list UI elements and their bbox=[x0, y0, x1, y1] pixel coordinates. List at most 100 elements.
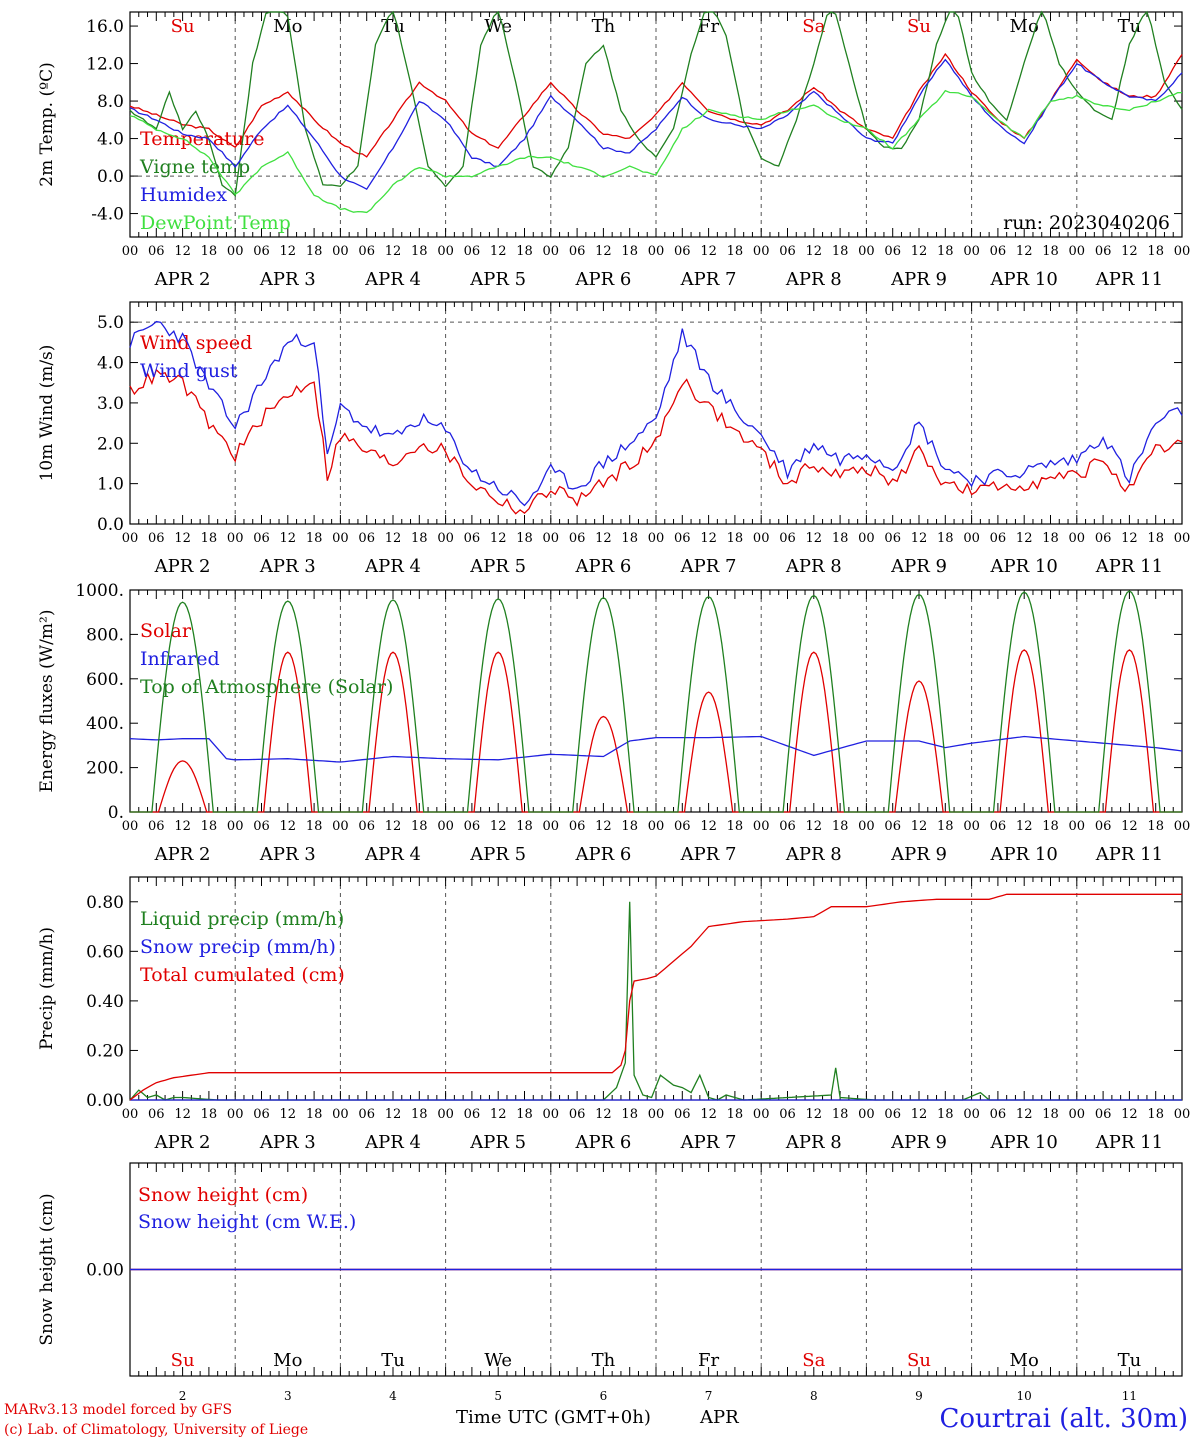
x-hour-label: 06 bbox=[464, 819, 481, 834]
x-hour-label: 06 bbox=[779, 244, 796, 259]
x-date-label: APR 11 bbox=[1095, 844, 1163, 865]
x-hour-label: 00 bbox=[648, 531, 665, 546]
x-hour-label: 00 bbox=[543, 244, 560, 259]
x-hour-label: 12 bbox=[806, 1107, 823, 1122]
x-hour-label: 18 bbox=[937, 531, 954, 546]
x-hour-label: 12 bbox=[174, 531, 191, 546]
x-date-label: APR 2 bbox=[154, 269, 211, 290]
x-date-label: APR 5 bbox=[469, 1132, 526, 1153]
x-hour-label: 00 bbox=[753, 531, 770, 546]
x-hour-label: 06 bbox=[358, 1107, 375, 1122]
y-tick-label: 4.0 bbox=[97, 130, 124, 150]
weekday-label: Mo bbox=[1010, 16, 1039, 37]
x-hour-label: 12 bbox=[1016, 531, 1033, 546]
weekday-label: Th bbox=[592, 16, 616, 37]
x-hour-label: 06 bbox=[148, 531, 165, 546]
x-hour-label: 06 bbox=[253, 531, 270, 546]
x-date-label: APR 8 bbox=[785, 1132, 842, 1153]
x-hour-label: 12 bbox=[595, 244, 612, 259]
x-date-label: APR 5 bbox=[469, 269, 526, 290]
x-hour-label: 06 bbox=[674, 1107, 691, 1122]
x-hour-label: 12 bbox=[174, 1107, 191, 1122]
x-hour-label: 00 bbox=[858, 531, 875, 546]
x-hour-label: 12 bbox=[174, 819, 191, 834]
x-date-label: APR 11 bbox=[1095, 1132, 1163, 1153]
x-hour-label: 00 bbox=[122, 1107, 139, 1122]
x-hour-label: 12 bbox=[385, 531, 402, 546]
x-hour-label: 00 bbox=[122, 244, 139, 259]
weekday-label: Su bbox=[907, 1350, 931, 1371]
y-tick-label: 12.0 bbox=[86, 55, 124, 75]
x-date-label: APR 3 bbox=[259, 556, 316, 577]
meteogram-panels: 16.0 12.0 8.0 4.0 0.0 -4.0 2m Temp. (ºC) 00 06 12… bbox=[37, 10, 1191, 1403]
day-number-label: 4 bbox=[389, 1389, 397, 1403]
y-tick-label: 5.0 bbox=[97, 313, 124, 333]
x-date-label: APR 2 bbox=[154, 1132, 211, 1153]
y-tick-label: 2.0 bbox=[97, 434, 124, 454]
x-date-label: APR 7 bbox=[680, 844, 737, 865]
x-date-label: APR 11 bbox=[1095, 269, 1163, 290]
x-hour-label: 12 bbox=[911, 244, 928, 259]
legend-entry: Snow precip (mm/h) bbox=[140, 936, 336, 958]
day-number-label: 8 bbox=[810, 1389, 818, 1403]
y-tick-label: 0.00 bbox=[86, 1261, 124, 1281]
legend-entry: Solar bbox=[140, 620, 192, 642]
x-date-label: APR 6 bbox=[574, 1132, 631, 1153]
series-line-1 bbox=[130, 649, 1182, 813]
x-hour-label: 00 bbox=[1174, 531, 1191, 546]
x-date-label: APR 9 bbox=[890, 1132, 947, 1153]
x-hour-label: 00 bbox=[543, 531, 560, 546]
x-hour-label: 18 bbox=[411, 819, 428, 834]
y-tick-label: 0.0 bbox=[97, 515, 124, 535]
x-hour-label: 06 bbox=[569, 531, 586, 546]
x-date-label: APR 10 bbox=[990, 269, 1058, 290]
x-hour-label: 18 bbox=[516, 531, 533, 546]
x-hour-label: 12 bbox=[1016, 244, 1033, 259]
x-hour-label: 06 bbox=[569, 819, 586, 834]
x-hour-label: 18 bbox=[727, 1107, 744, 1122]
x-hour-label: 06 bbox=[990, 1107, 1007, 1122]
x-date-label: APR 6 bbox=[574, 556, 631, 577]
legend-entry: Vigne temp bbox=[139, 156, 250, 178]
x-hour-label: 00 bbox=[1069, 819, 1086, 834]
x-hour-label: 18 bbox=[621, 819, 638, 834]
day-number-label: 2 bbox=[179, 1389, 187, 1403]
x-hour-label: 18 bbox=[832, 531, 849, 546]
day-number-label: 11 bbox=[1122, 1389, 1137, 1403]
x-hour-label: 00 bbox=[1174, 1107, 1191, 1122]
x-hour-label: 12 bbox=[385, 1107, 402, 1122]
x-hour-label: 18 bbox=[937, 244, 954, 259]
x-hour-label: 18 bbox=[1147, 244, 1164, 259]
y-tick-label: 8.0 bbox=[97, 92, 124, 112]
x-hour-label: 12 bbox=[806, 531, 823, 546]
x-hour-label: 00 bbox=[227, 819, 244, 834]
x-hour-label: 00 bbox=[332, 531, 349, 546]
x-hour-label: 06 bbox=[674, 244, 691, 259]
x-hour-label: 18 bbox=[832, 819, 849, 834]
x-hour-label: 06 bbox=[1095, 531, 1112, 546]
x-hour-label: 00 bbox=[227, 1107, 244, 1122]
x-hour-label: 00 bbox=[858, 244, 875, 259]
x-hour-label: 00 bbox=[963, 244, 980, 259]
weekday-label: Su bbox=[171, 16, 195, 37]
y-tick-label: 0.0 bbox=[97, 167, 124, 187]
x-hour-label: 06 bbox=[253, 244, 270, 259]
x-hour-label: 00 bbox=[963, 1107, 980, 1122]
x-hour-label: 06 bbox=[253, 1107, 270, 1122]
x-hour-label: 18 bbox=[1147, 531, 1164, 546]
x-hour-label: 06 bbox=[1095, 244, 1112, 259]
legend-entry: Wind gust bbox=[140, 360, 238, 382]
x-hour-label: 00 bbox=[332, 1107, 349, 1122]
x-hour-label: 06 bbox=[1095, 819, 1112, 834]
y-tick-label: 1.0 bbox=[97, 475, 124, 495]
weekday-label: Sa bbox=[802, 1350, 825, 1371]
x-hour-label: 12 bbox=[595, 819, 612, 834]
x-date-label: APR 7 bbox=[680, 269, 737, 290]
x-date-label: APR 8 bbox=[785, 844, 842, 865]
x-hour-label: 18 bbox=[1147, 819, 1164, 834]
legend-entry: Humidex bbox=[140, 184, 227, 206]
panel-4: 0.80 0.60 0.40 0.20 0.00 Precip (mm/h) 00 06 12 1… bbox=[37, 876, 1191, 1153]
x-hour-label: 18 bbox=[201, 819, 218, 834]
x-hour-label: 00 bbox=[227, 244, 244, 259]
x-hour-label: 06 bbox=[884, 819, 901, 834]
